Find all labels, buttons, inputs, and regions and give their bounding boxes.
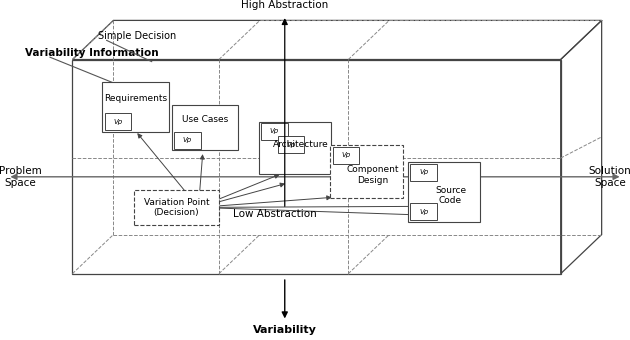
Text: Vp: Vp: [286, 141, 295, 148]
Text: Source
Code: Source Code: [435, 186, 466, 205]
FancyBboxPatch shape: [102, 82, 169, 132]
Text: Vp: Vp: [419, 209, 428, 215]
Text: Variability: Variability: [253, 325, 317, 336]
FancyBboxPatch shape: [105, 113, 132, 130]
Text: Vp: Vp: [183, 137, 192, 143]
Text: Vp: Vp: [270, 129, 279, 134]
Text: Component
Design: Component Design: [346, 165, 399, 185]
Text: Requirements: Requirements: [104, 94, 167, 103]
Text: Architecture: Architecture: [273, 140, 329, 149]
Text: High Abstraction: High Abstraction: [241, 0, 328, 10]
FancyBboxPatch shape: [330, 146, 403, 198]
FancyBboxPatch shape: [277, 136, 304, 153]
Text: Variability Information: Variability Information: [25, 48, 159, 58]
FancyBboxPatch shape: [333, 147, 359, 164]
Text: Vp: Vp: [419, 169, 428, 175]
FancyBboxPatch shape: [174, 132, 200, 149]
FancyBboxPatch shape: [411, 164, 437, 181]
Text: Low Abstraction: Low Abstraction: [233, 209, 317, 219]
FancyBboxPatch shape: [261, 123, 287, 140]
Text: Use Cases: Use Cases: [181, 115, 228, 123]
Text: Solution
Space: Solution Space: [588, 166, 630, 188]
Text: Problem
Space: Problem Space: [0, 166, 42, 188]
Text: Variation Point
(Decision): Variation Point (Decision): [144, 198, 209, 217]
FancyBboxPatch shape: [171, 105, 238, 150]
Text: Vp: Vp: [341, 152, 351, 158]
FancyBboxPatch shape: [134, 190, 219, 225]
FancyBboxPatch shape: [411, 203, 437, 220]
Text: Vp: Vp: [113, 119, 123, 124]
FancyBboxPatch shape: [259, 122, 331, 174]
FancyBboxPatch shape: [408, 163, 480, 222]
Text: Simple Decision: Simple Decision: [98, 31, 176, 41]
